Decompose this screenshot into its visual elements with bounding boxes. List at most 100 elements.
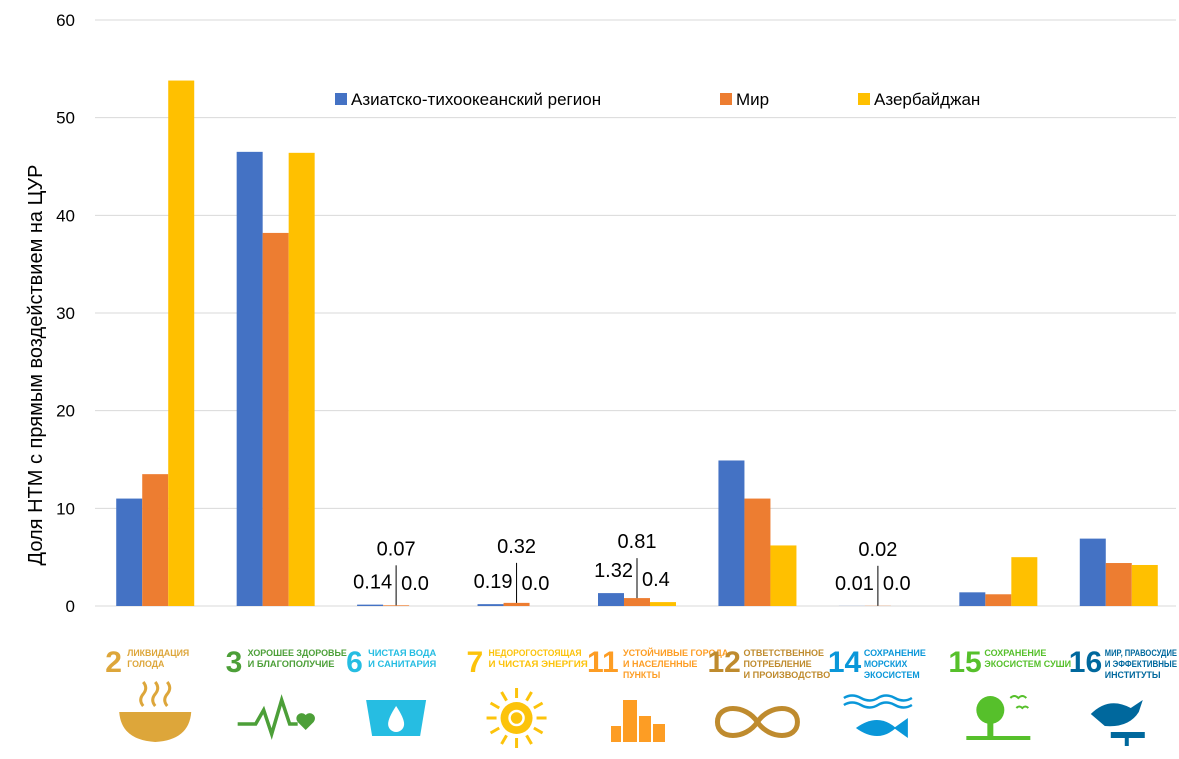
sdg-number: 2 bbox=[105, 646, 122, 679]
bar-1-11 bbox=[598, 593, 624, 606]
bar-2-7 bbox=[504, 603, 530, 606]
sun-ray bbox=[502, 692, 507, 701]
sdg-number: 12 bbox=[707, 646, 740, 679]
sdg-number: 15 bbox=[948, 646, 981, 679]
wave-line bbox=[844, 696, 912, 701]
sdg-caption-line: ИНСТИТУТЫ bbox=[1105, 670, 1161, 681]
bar-2-6 bbox=[383, 605, 409, 606]
sdg-caption-line: ЭКОСИСТЕМ bbox=[864, 670, 920, 681]
data-label: 1.32 bbox=[594, 560, 633, 582]
sdg-caption-line: И ЭФФЕКТИВНЫЕ bbox=[1105, 659, 1177, 670]
data-label: 0.4 bbox=[642, 569, 670, 591]
bowl-shape bbox=[119, 712, 191, 742]
sdg-caption-line: СОХРАНЕНИЕ bbox=[864, 648, 926, 659]
building bbox=[611, 726, 621, 742]
sdg-caption-line: МИР, ПРАВОСУДИЕ bbox=[1105, 648, 1177, 659]
bar-3-3 bbox=[289, 153, 315, 606]
bar-2-15 bbox=[985, 594, 1011, 606]
bar-2-12 bbox=[744, 499, 770, 606]
data-label: 0.32 bbox=[497, 536, 536, 558]
y-tick-label: 30 bbox=[56, 304, 75, 323]
bars bbox=[116, 81, 1158, 606]
heartbeat-icon bbox=[238, 700, 315, 734]
sdg-caption-line: НЕДОРОГОСТОЯЩАЯ bbox=[489, 648, 582, 659]
sdg-caption-line: СОХРАНЕНИЕ bbox=[984, 648, 1046, 659]
wave-line bbox=[844, 703, 912, 708]
data-label: 0.01 bbox=[835, 573, 874, 595]
bar-3-16 bbox=[1132, 565, 1158, 606]
sdg-caption-line: И НАСЕЛЕННЫЕ bbox=[623, 659, 697, 670]
bar-1-15 bbox=[959, 592, 985, 606]
steam-line bbox=[165, 682, 170, 706]
legend-swatch-2 bbox=[720, 93, 732, 105]
data-label: 0.0 bbox=[522, 573, 550, 595]
y-tick-label: 10 bbox=[56, 499, 75, 518]
building bbox=[639, 716, 651, 742]
data-label: 0.07 bbox=[377, 538, 416, 560]
y-tick-label: 60 bbox=[56, 11, 75, 30]
tree-icon bbox=[966, 696, 1030, 740]
heart-shape bbox=[296, 713, 315, 730]
sdg-caption-line: ПУНКТЫ bbox=[623, 670, 660, 681]
infinity-icon bbox=[717, 709, 797, 736]
sdg-caption-line: ЧИСТАЯ ВОДА bbox=[368, 648, 436, 659]
ground-line bbox=[966, 736, 1030, 740]
fish-body bbox=[856, 720, 896, 736]
sdg-number: 6 bbox=[346, 646, 363, 679]
sdg-number: 14 bbox=[828, 646, 862, 679]
bar-2-2 bbox=[142, 474, 168, 606]
water-drop-icon bbox=[366, 700, 426, 736]
legend-label: Мир bbox=[736, 90, 769, 109]
buildings-icon bbox=[611, 700, 665, 742]
bar-1-3 bbox=[237, 152, 263, 606]
fish-tail bbox=[894, 718, 908, 738]
infinity-shape bbox=[717, 709, 797, 736]
data-label: 0.02 bbox=[858, 539, 897, 561]
data-label: 0.14 bbox=[353, 572, 392, 594]
bar-3-12 bbox=[770, 545, 796, 606]
bowl-icon bbox=[119, 682, 191, 742]
sun-ray bbox=[534, 703, 543, 708]
sun-ray bbox=[491, 703, 500, 708]
bar-2-16 bbox=[1106, 563, 1132, 606]
tree-crown bbox=[976, 696, 1004, 724]
data-label: 0.19 bbox=[474, 571, 513, 593]
pulse-line bbox=[238, 700, 298, 734]
bar-3-15 bbox=[1011, 557, 1037, 606]
sdg-caption-line: ЛИКВИДАЦИЯ bbox=[127, 648, 189, 659]
sdg-number: 7 bbox=[467, 646, 484, 679]
sun-ray bbox=[491, 728, 500, 733]
sdg-caption-line: И БЛАГОПОЛУЧИЕ bbox=[248, 659, 335, 670]
data-label: 0.81 bbox=[618, 531, 657, 553]
sdg-caption-line: И ЧИСТАЯ ЭНЕРГИЯ bbox=[489, 659, 588, 670]
sdg-caption-line: ГОЛОДА bbox=[127, 659, 164, 670]
steam-line bbox=[153, 682, 158, 706]
building bbox=[653, 724, 665, 742]
bar-1-16 bbox=[1080, 539, 1106, 606]
tree-trunk bbox=[987, 720, 993, 736]
dove-body bbox=[1091, 700, 1143, 726]
data-label: 0.0 bbox=[401, 573, 429, 595]
bar-2-11 bbox=[624, 598, 650, 606]
sdg-number: 3 bbox=[226, 646, 243, 679]
sdg-caption-line: И САНИТАРИЯ bbox=[368, 659, 436, 670]
fish-icon bbox=[844, 696, 912, 739]
data-label: 0.0 bbox=[883, 573, 911, 595]
bar-1-6 bbox=[357, 605, 383, 606]
bar-3-11 bbox=[650, 602, 676, 606]
birds bbox=[1010, 696, 1028, 708]
sdg-caption-line: ХОРОШЕЕ ЗДОРОВЬЕ bbox=[248, 648, 347, 659]
y-tick-label: 20 bbox=[56, 402, 75, 421]
gavel-handle bbox=[1125, 736, 1129, 746]
sdg-caption-line: И ПРОИЗВОДСТВО bbox=[743, 670, 830, 681]
